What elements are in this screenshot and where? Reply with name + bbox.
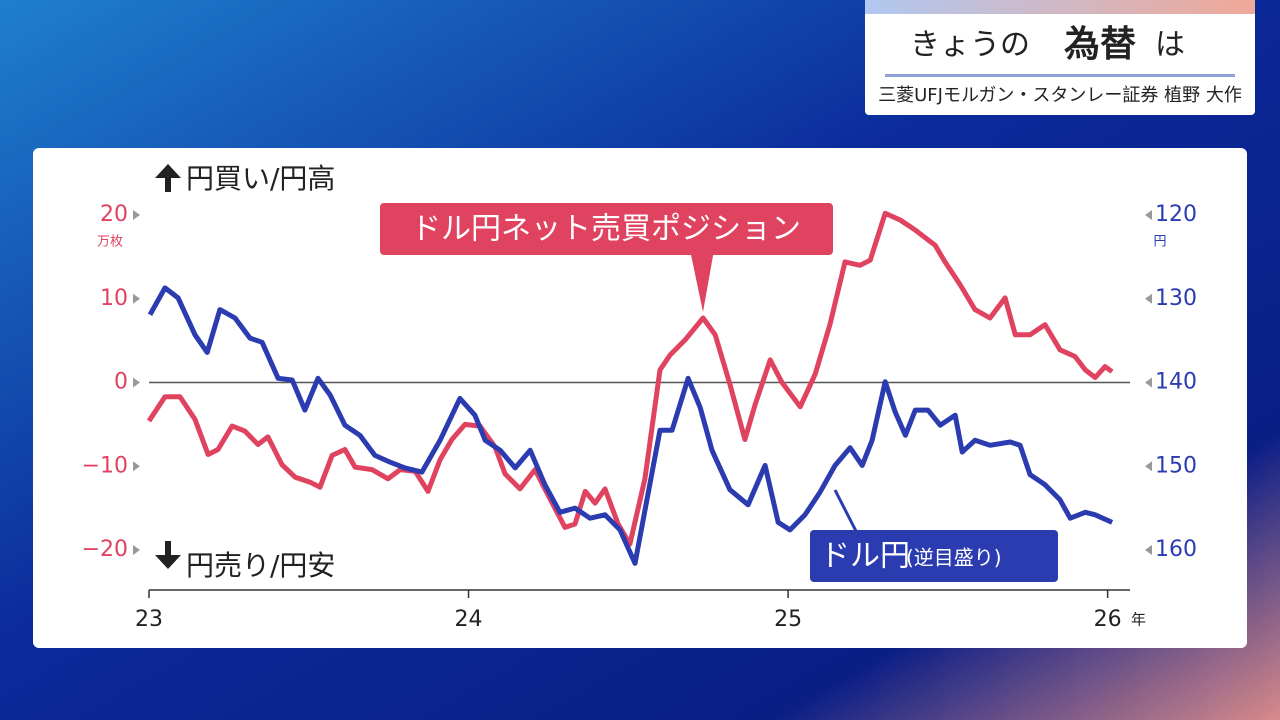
annotation-bottom: 円売り/円安: [186, 549, 335, 582]
y2-tick-label: 120: [1155, 202, 1197, 227]
legend-pointer: [690, 250, 714, 312]
x-tick-label: 23: [135, 607, 163, 632]
x-tick-label: 26: [1094, 607, 1122, 632]
chart: 円買い/円高 円売り/円安 万枚 円 年 20 10 0 −10 −20 120 130 14…: [82, 162, 1197, 632]
series-line: [146, 210, 1114, 547]
y-tick-label: 0: [114, 370, 128, 395]
y-tick-mark: [133, 545, 140, 555]
x-tick-label: 24: [455, 607, 483, 632]
down-arrow: [155, 541, 181, 569]
y2-tick-label: 140: [1155, 370, 1197, 395]
header-subtitle: 三菱UFJモルガン・スタンレー証券 植野 大作: [878, 85, 1242, 106]
y2-tick-mark: [1145, 545, 1152, 555]
legend-box: [810, 530, 1058, 582]
header-box: [865, 0, 1255, 115]
y2-tick-label: 130: [1155, 286, 1197, 311]
y-tick-mark: [133, 377, 140, 388]
legend-pointer: [833, 489, 860, 536]
y-tick-mark: [133, 461, 140, 472]
y2-tick-mark: [1145, 461, 1152, 472]
legend-label: ドル円: [820, 539, 910, 574]
y2-tick-mark: [1145, 293, 1152, 304]
header: きょうの 為替 は 三菱UFJモルガン・スタンレー証券 植野 大作: [865, 0, 1255, 115]
y2-tick-mark: [1145, 377, 1152, 388]
legend-label: ドル円ネット売買ポジション: [411, 212, 801, 247]
y2-tick-mark: [1145, 210, 1152, 220]
header-title: きょうの: [910, 28, 1030, 63]
up-arrow: [155, 164, 181, 192]
y-tick-label: 10: [100, 286, 128, 311]
header-strip: [865, 0, 1255, 14]
annotation-top: 円買い/円高: [186, 162, 335, 195]
y2-tick-label: 150: [1155, 453, 1197, 478]
header-title: 為替: [1064, 24, 1136, 65]
header-title: は: [1155, 28, 1185, 63]
y2-tick-label: 160: [1155, 537, 1197, 562]
legend-box: [380, 203, 833, 255]
legend-note: (逆目盛り): [906, 546, 1002, 570]
y2-unit: 円: [1153, 235, 1166, 250]
y-unit: 万枚: [97, 235, 123, 250]
x-unit: 年: [1131, 611, 1146, 629]
y-tick-mark: [133, 210, 140, 220]
y-tick-label: −10: [82, 453, 128, 478]
series-line: [147, 285, 1114, 566]
x-tick-label: 25: [774, 607, 802, 632]
y-tick-label: 20: [100, 202, 128, 227]
header-rule: [885, 74, 1235, 77]
chart-panel: [33, 148, 1247, 648]
y-tick-mark: [133, 293, 140, 304]
y-tick-label: −20: [82, 537, 128, 562]
